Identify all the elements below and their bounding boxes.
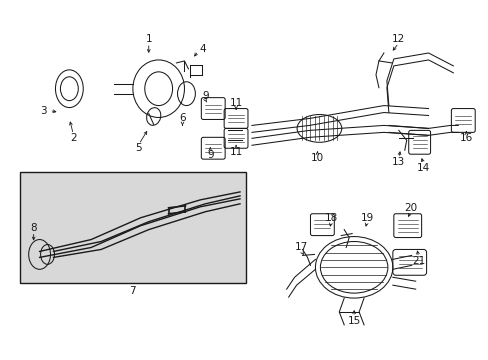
Text: 12: 12 (391, 34, 405, 44)
Text: 3: 3 (40, 105, 47, 116)
Text: 4: 4 (199, 44, 205, 54)
Text: 11: 11 (229, 98, 242, 108)
Text: 9: 9 (202, 91, 208, 101)
Text: 13: 13 (391, 157, 405, 167)
Text: 8: 8 (30, 222, 37, 233)
Text: 7: 7 (129, 286, 136, 296)
Text: 10: 10 (310, 153, 324, 163)
Text: 16: 16 (459, 133, 472, 143)
Bar (20, 172, 245, 283)
Text: 15: 15 (347, 316, 360, 326)
Text: 14: 14 (416, 163, 429, 173)
Text: 2: 2 (70, 133, 77, 143)
Text: 6: 6 (179, 113, 185, 123)
Text: 19: 19 (360, 213, 373, 223)
Text: 21: 21 (411, 256, 425, 266)
Text: 18: 18 (324, 213, 337, 223)
Text: 1: 1 (145, 34, 152, 44)
Text: 11: 11 (229, 147, 242, 157)
Text: 20: 20 (403, 203, 416, 213)
Text: 9: 9 (206, 150, 213, 160)
Text: 17: 17 (294, 243, 307, 252)
Text: 5: 5 (135, 143, 142, 153)
